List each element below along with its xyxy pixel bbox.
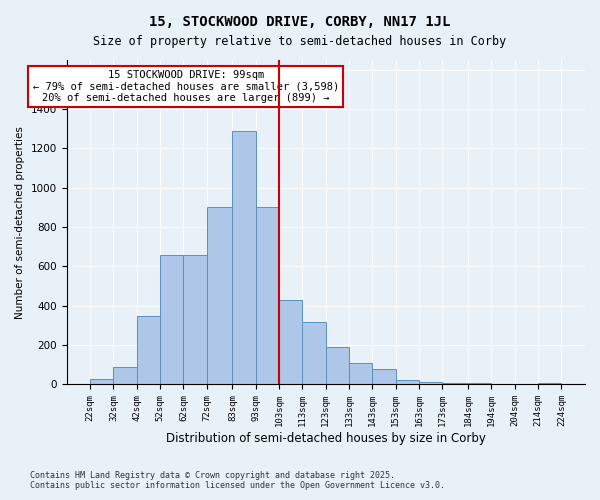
Bar	[396, 380, 419, 384]
Bar	[90, 378, 113, 384]
X-axis label: Distribution of semi-detached houses by size in Corby: Distribution of semi-detached houses by …	[166, 432, 486, 445]
Bar	[160, 254, 184, 384]
Bar	[256, 208, 279, 384]
Bar	[279, 300, 302, 384]
Bar	[137, 316, 160, 384]
Bar	[232, 131, 256, 384]
Y-axis label: Number of semi-detached properties: Number of semi-detached properties	[15, 126, 25, 318]
Text: 15 STOCKWOOD DRIVE: 99sqm
← 79% of semi-detached houses are smaller (3,598)
20% : 15 STOCKWOOD DRIVE: 99sqm ← 79% of semi-…	[32, 70, 339, 103]
Text: 15, STOCKWOOD DRIVE, CORBY, NN17 1JL: 15, STOCKWOOD DRIVE, CORBY, NN17 1JL	[149, 15, 451, 29]
Bar	[113, 367, 137, 384]
Bar	[373, 368, 396, 384]
Bar	[302, 322, 326, 384]
Bar	[468, 383, 491, 384]
Bar	[442, 382, 468, 384]
Bar	[326, 347, 349, 385]
Bar	[349, 363, 373, 384]
Text: Size of property relative to semi-detached houses in Corby: Size of property relative to semi-detach…	[94, 35, 506, 48]
Bar	[419, 382, 442, 384]
Text: Contains HM Land Registry data © Crown copyright and database right 2025.
Contai: Contains HM Land Registry data © Crown c…	[30, 470, 445, 490]
Bar	[184, 254, 207, 384]
Bar	[207, 208, 232, 384]
